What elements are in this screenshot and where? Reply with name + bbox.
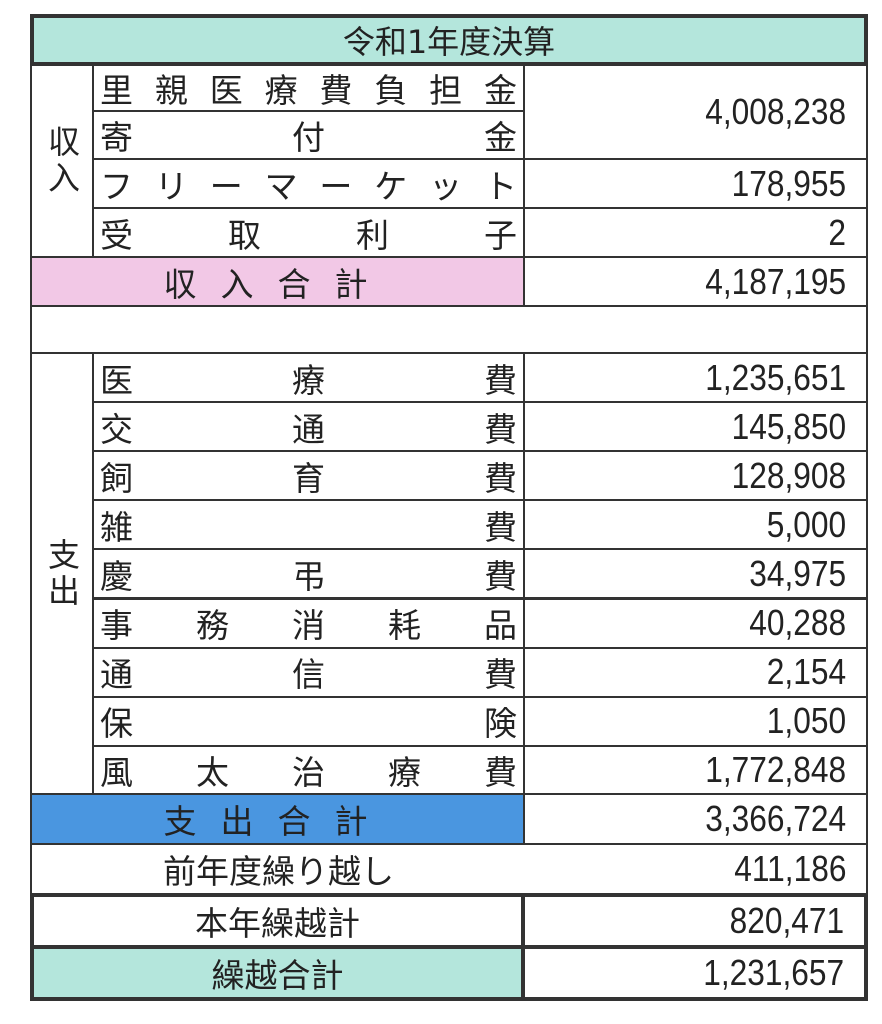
expense-row-value: 1,050 (523, 695, 868, 747)
income-row-label: 里親医療費負担金 (92, 64, 525, 112)
value-text: 1,235,651 (705, 356, 846, 398)
income-category: 収入 (30, 64, 94, 258)
label-text: 前年度繰り越し (163, 852, 394, 891)
expense-total-label: 支出合計 (30, 793, 525, 845)
expense-row-value: 1,235,651 (523, 352, 868, 403)
value-text: 4,008,238 (705, 91, 846, 132)
label-text: 飼育費 (100, 458, 517, 498)
expense-row-value: 2,154 (523, 646, 868, 698)
carryover-total-label: 繰越合計 (30, 945, 525, 1001)
expense-row-label: 慶弔費 (92, 548, 525, 600)
expense-row-value: 5,000 (523, 499, 868, 551)
label-text: 風太治療費 (100, 753, 517, 793)
label-text: 雑費 (100, 507, 517, 547)
label-text: 支出合計 (163, 802, 392, 841)
carryover-total-value: 1,231,657 (521, 945, 868, 1001)
expense-row-value: 145,850 (523, 401, 868, 453)
value-text: 820,471 (729, 900, 844, 941)
expense-row-value: 1,772,848 (523, 744, 868, 796)
title-text: 令和1年度決算 (342, 23, 556, 61)
label-text: フリーマーケット (100, 166, 517, 206)
label-text: 事務消耗品 (100, 606, 517, 645)
value-text: 411,186 (733, 848, 846, 889)
label-text: 保険 (100, 704, 517, 744)
expense-row-value: 40,288 (523, 597, 868, 649)
expense-row-label: 風太治療費 (92, 744, 525, 796)
value-text: 2,154 (766, 651, 846, 693)
value-text: 3,366,724 (705, 798, 846, 839)
expense-row-label: 事務消耗品 (92, 597, 525, 649)
label-text: 医療費 (100, 360, 517, 400)
expense-category: 支出 (30, 352, 94, 795)
expense-row-value: 128,908 (523, 450, 868, 502)
label-text: 本年繰越計 (195, 904, 360, 943)
income-total-label: 収入合計 (30, 256, 525, 307)
value-text: 145,850 (731, 405, 846, 447)
value-text: 1,772,848 (705, 749, 846, 791)
spacer-row (30, 305, 868, 354)
income-total-value: 4,187,195 (523, 256, 868, 307)
value-text: 5,000 (766, 503, 846, 545)
value-text: 34,975 (749, 552, 846, 594)
income-row-value: 178,955 (523, 158, 868, 209)
label-text: 収入合計 (163, 264, 392, 304)
value-text: 1,050 (766, 700, 846, 742)
income-row-label: 寄付金 (92, 110, 525, 160)
expense-row-label: 飼育費 (92, 450, 525, 502)
value-text: 128,908 (731, 454, 846, 496)
expense-category-label: 支出 (43, 537, 81, 610)
label-text: 慶弔費 (100, 556, 517, 596)
expense-row-label: 通信費 (92, 646, 525, 698)
expense-row-label: 医療費 (92, 352, 525, 403)
label-text: 里親医療費負担金 (100, 71, 517, 110)
carryover-year-value: 820,471 (521, 893, 868, 949)
income-row-label: フリーマーケット (92, 158, 525, 209)
value-text: 2 (828, 211, 846, 253)
expense-row-label: 交通費 (92, 401, 525, 453)
label-text: 寄付金 (100, 118, 517, 157)
income-combined-value: 4,008,238 (523, 64, 868, 160)
page-title: 令和1年度決算 (30, 14, 868, 66)
expense-row-label: 雑費 (92, 499, 525, 551)
value-text: 1,231,657 (703, 952, 844, 993)
carryover-prev-label: 前年度繰り越し (30, 843, 525, 895)
value-text: 4,187,195 (705, 260, 846, 302)
expense-row-label: 保険 (92, 695, 525, 747)
expense-total-value: 3,366,724 (523, 793, 868, 845)
value-text: 178,955 (731, 162, 846, 204)
carryover-year-label: 本年繰越計 (30, 893, 525, 949)
label-text: 受取利子 (100, 215, 517, 255)
income-row-value: 2 (523, 207, 868, 258)
label-text: 繰越合計 (211, 956, 344, 995)
carryover-prev-value: 411,186 (523, 843, 868, 895)
value-text: 40,288 (749, 602, 846, 643)
label-text: 交通費 (100, 409, 517, 449)
income-row-label: 受取利子 (92, 207, 525, 258)
expense-row-value: 34,975 (523, 548, 868, 600)
income-category-label: 収入 (43, 125, 81, 197)
label-text: 通信費 (100, 655, 517, 695)
